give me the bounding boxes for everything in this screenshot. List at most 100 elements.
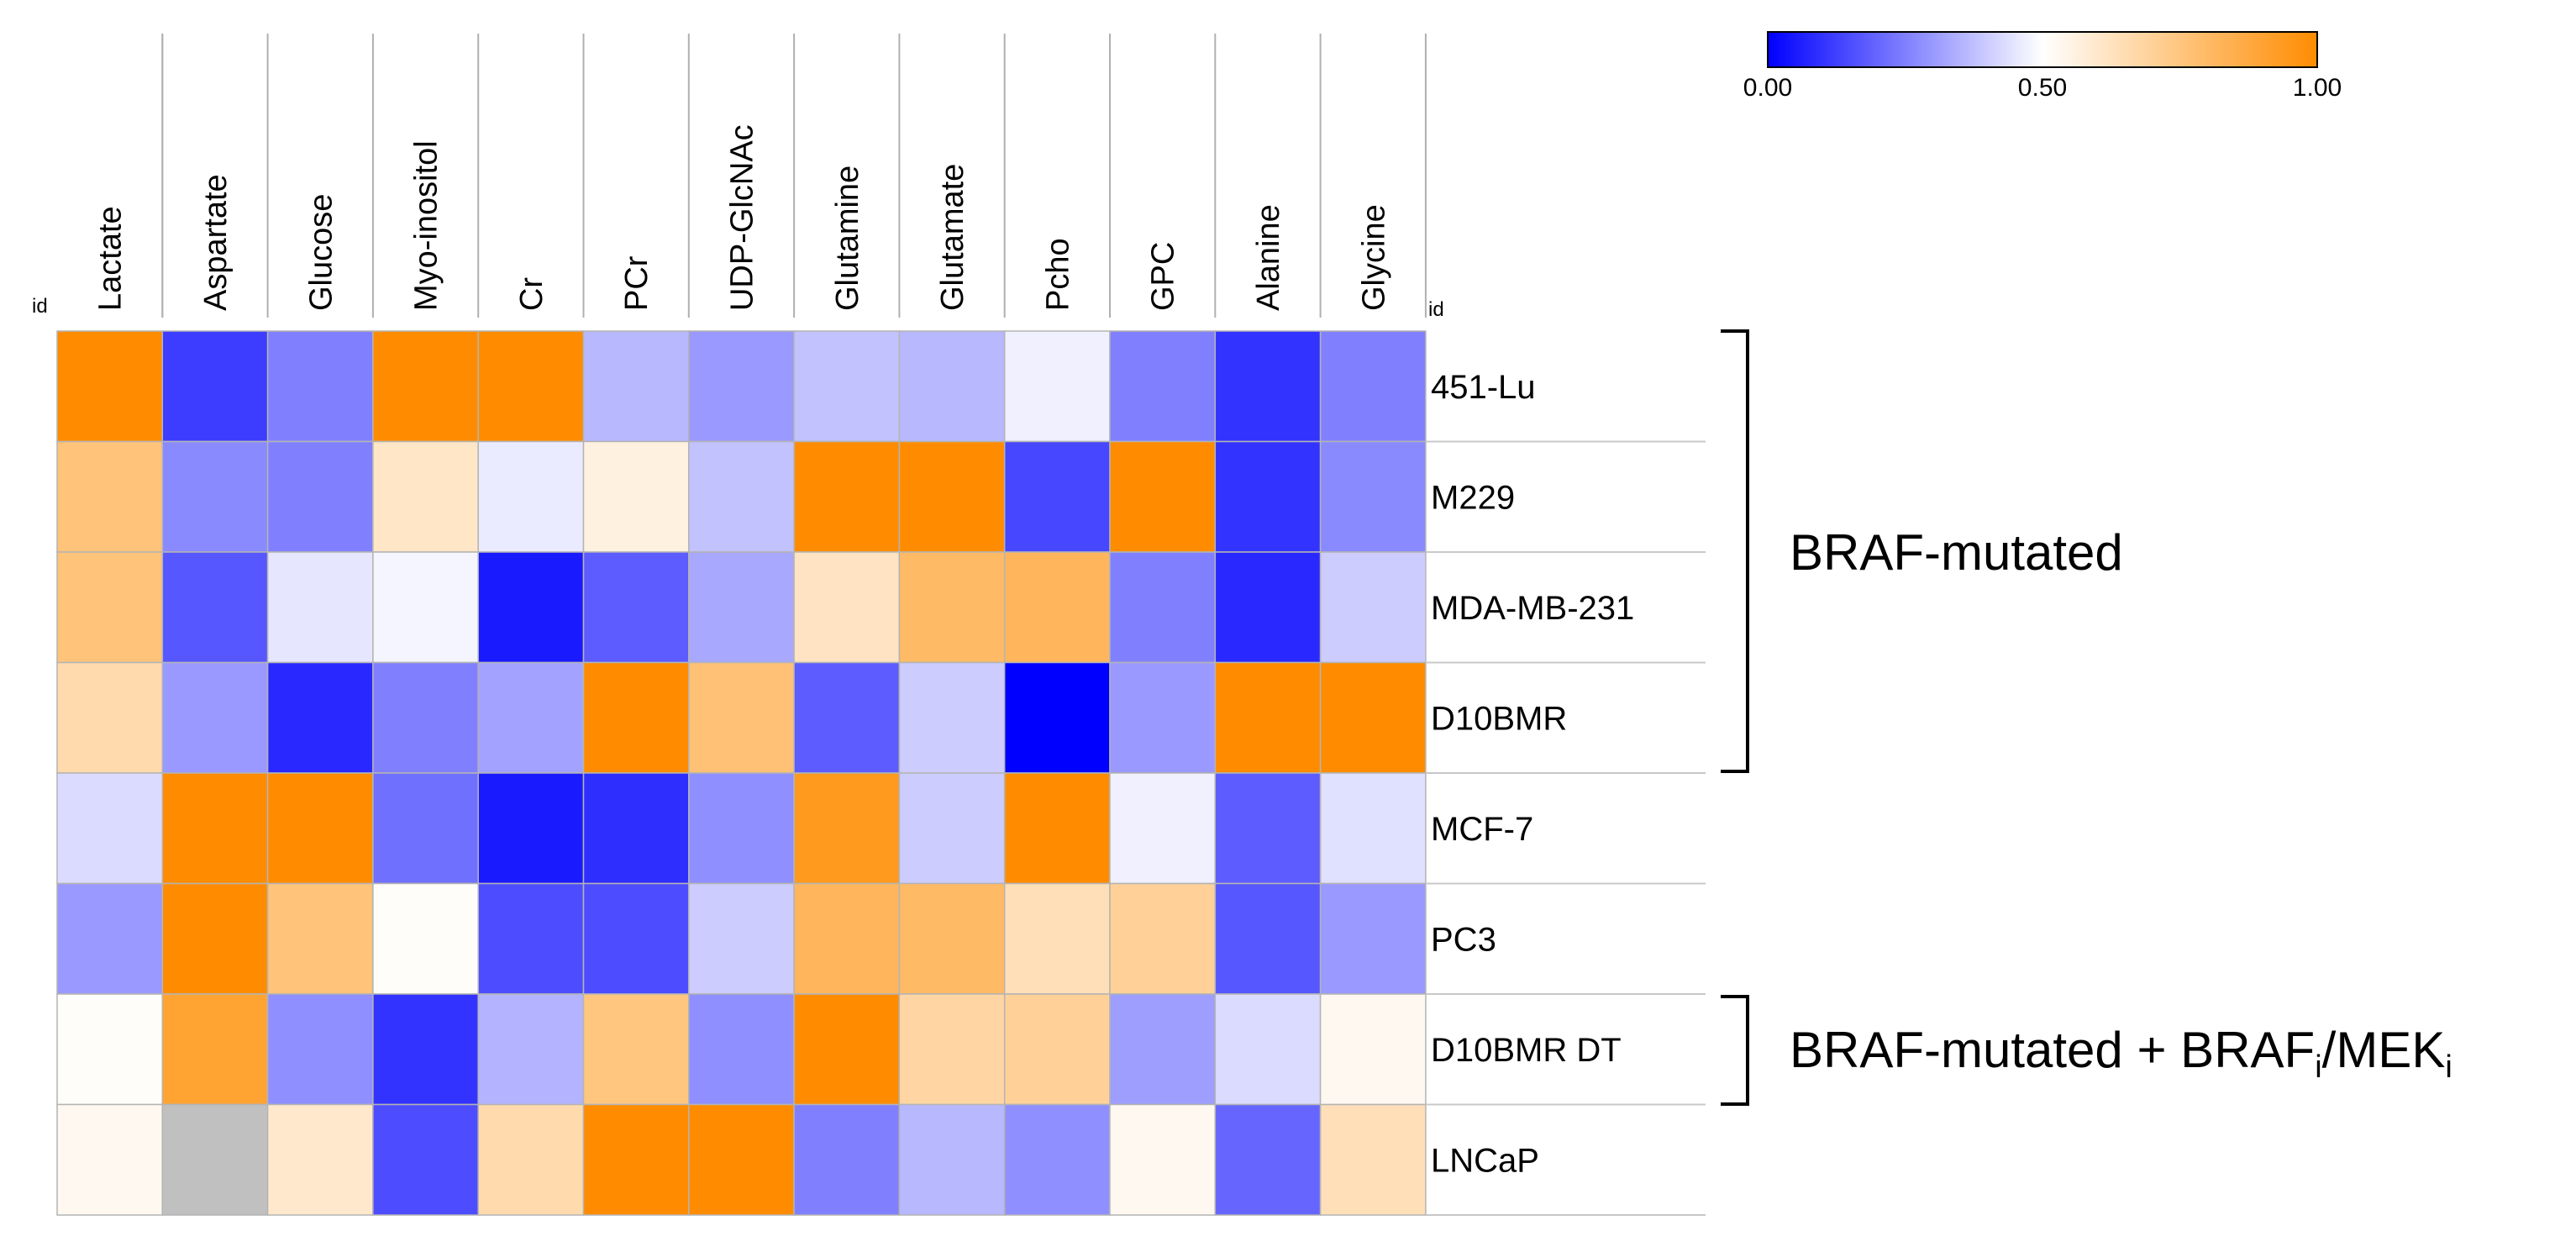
group-bracket-braf xyxy=(1721,329,1749,773)
heatmap-cell xyxy=(1319,440,1427,553)
heatmap-cell xyxy=(582,993,690,1106)
heatmap-cell xyxy=(372,1103,479,1216)
heatmap-cell xyxy=(898,882,1006,995)
group-bracket-braf-inhibited xyxy=(1721,995,1749,1106)
heatmap-cell xyxy=(1109,330,1217,443)
heatmap-cell xyxy=(372,330,479,443)
heatmap-cell xyxy=(161,661,269,774)
heatmap-cell xyxy=(266,440,374,553)
heatmap-cell xyxy=(688,440,795,553)
heatmap-cell xyxy=(1003,993,1111,1106)
heatmap-cell xyxy=(1109,551,1217,664)
heatmap-cell xyxy=(372,440,479,553)
group-label-part-mid: /MEK xyxy=(2322,1022,2446,1078)
heatmap-cell xyxy=(1109,1103,1217,1216)
heatmap-cell xyxy=(1109,440,1217,553)
column-label: Glucose xyxy=(303,194,339,311)
group-label-braf: BRAF-mutated xyxy=(1790,524,2123,581)
row-label: M229 xyxy=(1431,479,1515,516)
heatmap-cell xyxy=(688,330,795,443)
id-label-right: id xyxy=(1428,298,1444,321)
row-label: MDA-MB-231 xyxy=(1431,590,1634,627)
heatmap-cell xyxy=(161,993,269,1106)
heatmap-cell xyxy=(477,993,585,1106)
heatmap-cell xyxy=(1003,661,1111,774)
heatmap-cell xyxy=(266,772,374,885)
heatmap-cell xyxy=(688,661,795,774)
heatmap-cell xyxy=(56,1103,164,1216)
heatmap-cell xyxy=(1214,440,1322,553)
heatmap-cell xyxy=(372,882,479,995)
heatmap-cell xyxy=(1003,330,1111,443)
heatmap-cell xyxy=(1214,1103,1322,1216)
heatmap-cell xyxy=(56,882,164,995)
heatmap-cell xyxy=(793,993,901,1106)
group-label-braf-inhibited: BRAF-mutated + BRAFi/MEKi xyxy=(1790,1022,2452,1085)
column-label: Glycine xyxy=(1356,204,1391,311)
heatmap-cell xyxy=(793,661,901,774)
heatmap-cell xyxy=(161,772,269,885)
column-label: Myo-inositol xyxy=(409,140,444,311)
heatmap-cell xyxy=(56,330,164,443)
heatmap-cell xyxy=(266,882,374,995)
column-label: Alanine xyxy=(1251,204,1286,311)
heatmap-cell xyxy=(1003,882,1111,995)
heatmap-cell xyxy=(1214,882,1322,995)
colorscale-tick-min: 0.00 xyxy=(1743,74,1792,102)
heatmap-cell xyxy=(688,1103,795,1216)
column-label: Pcho xyxy=(1040,238,1075,311)
heatmap-cell xyxy=(161,882,269,995)
heatmap-cell xyxy=(477,551,585,664)
row-label: PC3 xyxy=(1431,921,1496,958)
heatmap-cell xyxy=(793,551,901,664)
colorscale-tick-mid: 0.50 xyxy=(2018,74,2067,102)
row-label: D10BMR DT xyxy=(1431,1032,1622,1069)
heatmap-cell xyxy=(1214,551,1322,664)
heatmap-cell xyxy=(793,772,901,885)
heatmap-cell xyxy=(793,330,901,443)
heatmap-cell xyxy=(793,882,901,995)
heatmap-cell xyxy=(793,440,901,553)
heatmap-cell xyxy=(582,661,690,774)
heatmap-cell xyxy=(898,440,1006,553)
heatmap-cell xyxy=(1003,1103,1111,1216)
heatmap-cell xyxy=(1003,551,1111,664)
column-label: Cr xyxy=(514,277,549,311)
colorscale-tick-max: 1.00 xyxy=(2293,74,2342,102)
heatmap-cell xyxy=(898,551,1006,664)
heatmap-cell xyxy=(1109,882,1217,995)
column-label: Lactate xyxy=(93,206,129,311)
heatmap-cell xyxy=(477,882,585,995)
heatmap-cell xyxy=(688,772,795,885)
heatmap-cell xyxy=(688,993,795,1106)
heatmap-cell xyxy=(1319,882,1427,995)
group-label-sub-1: i xyxy=(2315,1049,2321,1085)
row-label: MCF-7 xyxy=(1431,811,1533,848)
heatmap-cell xyxy=(56,772,164,885)
heatmap-cell xyxy=(477,1103,585,1216)
heatmap-cell xyxy=(1319,993,1427,1106)
column-label: Glutamate xyxy=(935,164,970,311)
heatmap-cell xyxy=(1109,772,1217,885)
heatmap-cell xyxy=(1003,440,1111,553)
heatmap-cell xyxy=(372,993,479,1106)
heatmap-cell xyxy=(1319,772,1427,885)
heatmap-cell xyxy=(898,1103,1006,1216)
heatmap-cell xyxy=(477,440,585,553)
heatmap-cell xyxy=(1214,772,1322,885)
heatmap-cell xyxy=(161,551,269,664)
heatmap-cell xyxy=(688,551,795,664)
heatmap-cell xyxy=(582,1103,690,1216)
heatmap-cell xyxy=(266,661,374,774)
heatmap-cell xyxy=(1109,661,1217,774)
heatmap-cell xyxy=(266,1103,374,1216)
heatmap-cell xyxy=(898,330,1006,443)
heatmap-cell xyxy=(582,772,690,885)
heatmap-cell xyxy=(56,661,164,774)
heatmap-cell xyxy=(372,551,479,664)
column-label: Glutamine xyxy=(830,166,865,311)
group-label-part-main: BRAF-mutated + BRAF xyxy=(1790,1022,2315,1078)
heatmap-cell xyxy=(1214,661,1322,774)
heatmap-cell xyxy=(582,330,690,443)
heatmap-cell xyxy=(266,551,374,664)
